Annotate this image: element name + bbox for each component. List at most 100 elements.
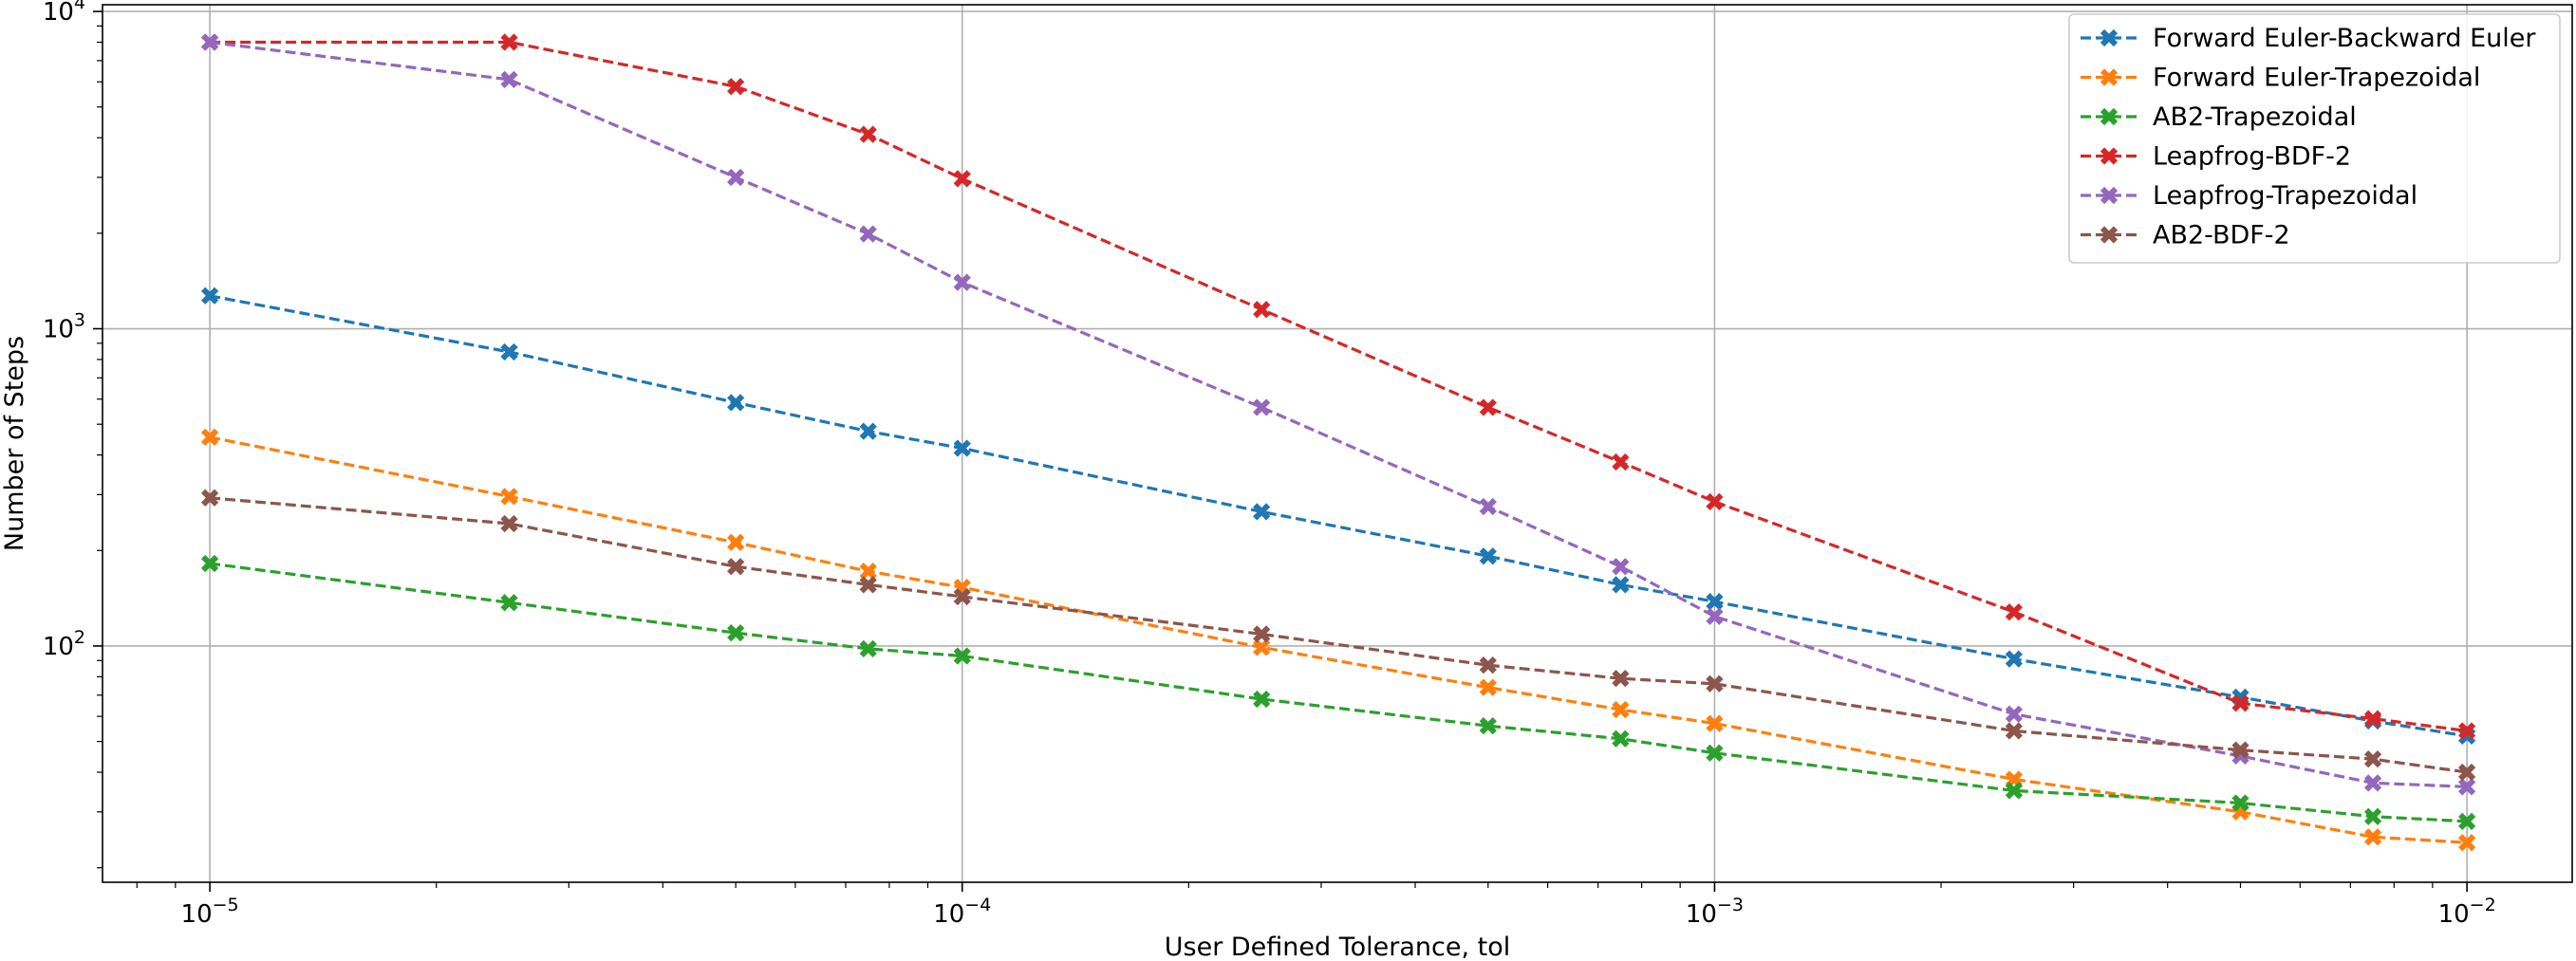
data-point [1479,547,1497,565]
series-line [209,294,2468,738]
data-point [1612,453,1630,471]
x-axis-label: User Defined Tolerance, tol [1165,933,1511,961]
x-tick-label: 10−2 [2438,895,2496,929]
data-point [1253,625,1271,643]
series-4 [200,33,2476,796]
data-point [1253,690,1271,709]
series-layer [200,33,2476,852]
data-point [1479,717,1497,735]
grid-layer [103,5,2572,882]
data-point [2005,722,2024,740]
data-point [2363,750,2382,768]
x-tick-exponent: −5 [213,895,239,915]
data-point [2457,722,2476,740]
data-point [500,33,518,51]
series-line [209,496,2468,774]
x-tick-label: 10−5 [181,895,239,929]
y-tick-exponent: 4 [74,0,85,13]
data-point [500,342,518,361]
data-point [1253,503,1271,521]
legend-label: AB2-BDF-2 [2153,221,2290,250]
plot-frame [102,4,2573,883]
data-point [2231,794,2249,812]
legend-entry: Leapfrog-Trapezoidal [2081,181,2417,211]
data-point [953,273,971,291]
data-point [859,576,877,594]
data-point [859,563,877,581]
y-tick-base: 10 [43,0,74,27]
y-tick-exponent: 2 [74,627,85,648]
x-tick-label: 10−4 [933,895,991,929]
data-point [1479,656,1497,675]
data-point [500,70,518,88]
x-tick-base: 10 [1686,900,1717,929]
data-point [727,533,745,551]
data-point [1612,670,1630,688]
x-tick-base: 10 [2438,900,2470,929]
data-point [1479,398,1497,416]
data-point [859,225,877,243]
data-point [2005,650,2024,668]
data-point [1479,497,1497,516]
y-tick-base: 10 [43,316,74,344]
data-point [2231,741,2249,759]
data-point [2363,710,2382,728]
legend: Forward Euler-Backward Euler Forward Eule… [2068,13,2561,264]
data-point [727,78,745,96]
data-point [953,587,971,606]
data-point [1253,398,1271,416]
y-axis-label: Number of Steps [0,336,29,551]
x-tick-base: 10 [933,900,964,929]
data-point [2363,807,2382,825]
legend-label: Forward Euler-Trapezoidal [2153,64,2480,93]
data-point [200,489,219,507]
legend-entry: AB2-BDF-2 [2081,221,2290,250]
series-line [209,435,2468,844]
series-2 [200,554,2476,830]
legend-entry: Forward Euler-Trapezoidal [2081,64,2480,93]
data-point [1612,700,1630,719]
data-point [953,647,971,665]
data-point [2457,834,2476,852]
data-point [1706,593,1724,611]
data-point [2363,828,2382,846]
data-point [2363,774,2382,792]
data-point [953,439,971,457]
data-point [2457,763,2476,782]
legend-label: AB2-Trapezoidal [2153,102,2357,132]
data-point [1612,730,1630,748]
data-point [2005,705,2024,723]
series-line [209,562,2468,823]
legend-swatch-marker [2100,147,2119,165]
data-point [500,594,518,612]
y-tick-exponent: 3 [74,310,85,331]
series-0 [200,286,2476,746]
x-tick-exponent: −3 [1717,895,1744,915]
data-point [727,623,745,642]
legend-swatch-marker [2100,107,2119,126]
data-point [859,422,877,440]
legend-label: Forward Euler-Backward Euler [2153,24,2536,53]
legend-entry: Forward Euler-Backward Euler [2081,24,2536,53]
legend-swatch-marker [2100,68,2119,86]
data-point [2005,602,2024,621]
data-point [1479,678,1497,696]
legend-swatch-marker [2100,28,2119,47]
y-tick-label: 103 [43,310,85,344]
data-point [1612,558,1630,576]
y-tick-label: 104 [43,0,85,27]
legend-label: Leapfrog-BDF-2 [2153,142,2351,172]
data-point [727,394,745,412]
legend-entry: AB2-Trapezoidal [2081,102,2357,132]
data-point [200,428,219,447]
data-point [1706,675,1724,693]
data-point [2231,694,2249,712]
data-point [859,125,877,143]
data-point [1706,607,1724,625]
x-tick-label: 10−3 [1686,895,1744,929]
data-point [500,514,518,533]
data-point [859,639,877,657]
data-point [1706,714,1724,732]
